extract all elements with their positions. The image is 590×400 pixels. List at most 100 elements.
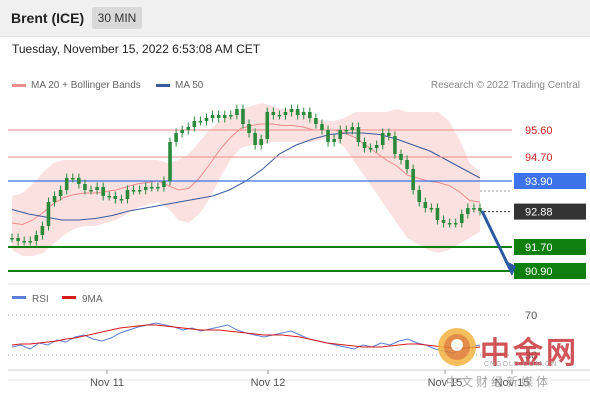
rsi-level-label-30: 30 bbox=[525, 350, 537, 362]
candle-body bbox=[229, 115, 233, 117]
candle-body bbox=[125, 190, 130, 199]
ma50-swatch bbox=[156, 83, 170, 87]
candle-body bbox=[137, 190, 142, 192]
candle-body bbox=[131, 190, 136, 192]
candle-body bbox=[28, 241, 33, 243]
rsi-panel: RSI 9MA 70 30 bbox=[8, 294, 537, 362]
rsi-ma-swatch bbox=[62, 296, 76, 299]
candle-body bbox=[58, 190, 63, 196]
rsi-ma-legend-label: 9MA bbox=[82, 294, 103, 305]
candle-body bbox=[156, 187, 160, 189]
price-levels: 95.60 94.70 93.90 92.88 91.70 90.90 bbox=[8, 125, 586, 279]
legend-ma50: MA 50 bbox=[156, 80, 203, 91]
credit-text: Research © 2022 Trading Central bbox=[430, 80, 580, 91]
candle-body bbox=[210, 115, 215, 118]
candle-body bbox=[89, 190, 93, 192]
level-box-91.70 bbox=[514, 239, 586, 255]
candle-body bbox=[259, 139, 263, 145]
candle-body bbox=[308, 112, 312, 118]
candle-body bbox=[70, 178, 75, 180]
candle-body bbox=[16, 238, 20, 241]
candle-body bbox=[22, 241, 26, 243]
candle-body bbox=[332, 139, 336, 142]
candle-body bbox=[204, 118, 209, 121]
level-box-90.90 bbox=[514, 263, 586, 279]
candle-body bbox=[143, 187, 148, 190]
candle-body bbox=[356, 127, 361, 142]
candle-body bbox=[362, 142, 367, 148]
forecast-arrow-head bbox=[504, 260, 516, 276]
candle-body bbox=[338, 130, 343, 139]
candle-body bbox=[180, 130, 184, 133]
x-tick-label: Nov 11 bbox=[90, 377, 124, 389]
candle-body bbox=[393, 136, 397, 154]
candle-body bbox=[301, 112, 306, 115]
candle-body bbox=[186, 127, 191, 130]
bollinger-swatch bbox=[12, 83, 26, 87]
candle-body bbox=[466, 208, 470, 214]
candle-body bbox=[289, 109, 294, 112]
candle-body bbox=[168, 142, 172, 181]
candle-body bbox=[472, 208, 476, 210]
candle-body bbox=[459, 214, 464, 223]
legend-bollinger-label: MA 20 + Bollinger Bands bbox=[31, 80, 141, 91]
level-box-92.88 bbox=[514, 203, 586, 220]
ma20-line bbox=[11, 123, 481, 226]
candle-body bbox=[399, 154, 403, 160]
watermark: 中金网 CNGOLD.COM.CN 中文财经新媒体 bbox=[436, 326, 586, 392]
candle-body bbox=[283, 112, 288, 115]
watermark-logo-icon bbox=[438, 328, 476, 366]
candle-body bbox=[417, 190, 422, 202]
rsi-line bbox=[11, 322, 481, 354]
candle-body bbox=[83, 184, 87, 190]
candle-body bbox=[374, 145, 379, 148]
candle-body bbox=[253, 133, 257, 145]
watermark-main: 中金网 bbox=[480, 336, 579, 371]
candle-body bbox=[119, 199, 124, 201]
candle-body bbox=[271, 112, 276, 115]
bollinger-band-area bbox=[12, 103, 480, 256]
candle-body bbox=[368, 148, 373, 150]
timeframe-button[interactable]: 30 MIN bbox=[92, 7, 142, 29]
level-label-90.90: 90.90 bbox=[525, 266, 553, 278]
candle-body bbox=[34, 235, 39, 241]
level-label-94.70: 94.70 bbox=[525, 152, 553, 164]
timestamp: Tuesday, November 15, 2022 6:53:08 AM CE… bbox=[12, 42, 261, 56]
candle-body bbox=[107, 196, 112, 198]
chart-grid bbox=[8, 283, 590, 381]
candle-body bbox=[101, 187, 105, 196]
candle-body bbox=[235, 109, 239, 115]
bollinger-band bbox=[11, 103, 481, 256]
rsi-legend-label: RSI bbox=[32, 294, 49, 305]
level-label-91.70: 91.70 bbox=[525, 242, 553, 254]
x-tick-label: Nov 15 bbox=[428, 377, 463, 389]
forecast-arrow bbox=[480, 210, 516, 276]
candle-body bbox=[295, 109, 300, 115]
candle-body bbox=[40, 226, 45, 235]
rsi-swatch bbox=[12, 296, 26, 299]
watermark-sub-en: CNGOLD.COM.CN bbox=[484, 361, 558, 368]
candle-body bbox=[453, 223, 458, 225]
level-label-93.90: 93.90 bbox=[525, 176, 553, 188]
watermark-sub-cn: 中文财经新媒体 bbox=[446, 375, 552, 389]
candle-body bbox=[435, 208, 440, 220]
candle-body bbox=[277, 115, 282, 117]
candle-body bbox=[265, 112, 270, 139]
candle-body bbox=[95, 187, 99, 190]
candle-body bbox=[64, 178, 69, 190]
candle-body bbox=[174, 133, 178, 142]
candlesticks bbox=[10, 104, 482, 246]
candle-body bbox=[441, 220, 446, 223]
instrument-title: Brent (ICE) bbox=[11, 10, 85, 26]
x-tick-label: Nov 12 bbox=[251, 377, 286, 389]
candle-body bbox=[326, 130, 330, 142]
candle-body bbox=[216, 115, 221, 118]
legend-bollinger: MA 20 + Bollinger Bands bbox=[12, 80, 141, 91]
candle-body bbox=[405, 160, 409, 169]
candle-body bbox=[447, 223, 452, 225]
candle-body bbox=[320, 124, 324, 130]
legend-ma50-label: MA 50 bbox=[175, 80, 204, 91]
candle-body bbox=[77, 178, 81, 184]
candle-body bbox=[10, 238, 14, 240]
rsi-ma-line bbox=[11, 324, 481, 349]
